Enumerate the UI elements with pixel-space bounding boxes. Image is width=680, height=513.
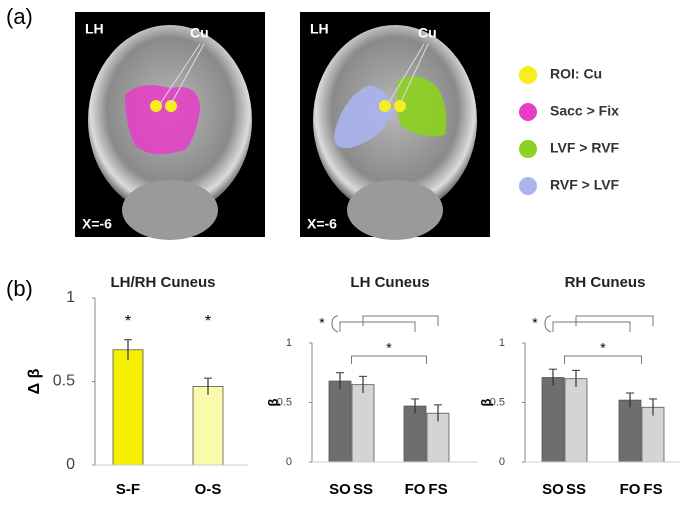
roi-label: Cu [190, 25, 209, 41]
x-tick-label: O-S [195, 481, 222, 498]
x-tick-label: FO [405, 481, 426, 498]
coord-label: X=-6 [307, 216, 337, 232]
brain-image: LH Cu X=-6 [75, 12, 265, 240]
significance-star: * [386, 340, 392, 356]
significance-bracket [564, 355, 642, 364]
hemisphere-label: LH [310, 21, 329, 37]
legend-label: ROI: Cu [550, 66, 602, 82]
x-tick-label: FO [620, 481, 641, 498]
y-axis-label: Δ β [26, 368, 43, 394]
panel-label: (a) [6, 4, 33, 29]
legend-label: Sacc > Fix [550, 103, 619, 119]
y-tick-label: 1 [286, 337, 292, 349]
bar [112, 349, 144, 466]
bar [403, 405, 427, 463]
y-tick-label: 0.5 [277, 396, 292, 408]
legend: ROI: Cu Sacc > Fix LVF > RVF RVF > LVF [519, 66, 620, 195]
y-tick-label: 0.5 [490, 396, 505, 408]
significance-star: * [600, 340, 606, 356]
bar [618, 399, 642, 463]
legend-swatch [519, 103, 537, 121]
x-tick-label: FS [643, 481, 662, 498]
y-axis-label: β [478, 398, 493, 406]
legend-label: LVF > RVF [550, 140, 620, 156]
x-tick-label: SO [542, 481, 564, 498]
significance-bracket [339, 321, 416, 332]
y-tick-label: 0 [499, 456, 505, 468]
bar [192, 386, 224, 466]
y-tick-label: 1 [499, 337, 505, 349]
bar [564, 378, 588, 463]
legend-swatch [519, 140, 537, 158]
y-tick-label: 0 [286, 456, 292, 468]
y-tick-label: 0 [66, 456, 75, 473]
y-tick-label: 1 [66, 289, 75, 306]
significance-bracket [552, 321, 631, 332]
brain-image: LH Cu X=-6 [300, 12, 490, 240]
bar [351, 384, 375, 463]
chart-title: LH Cuneus [350, 274, 429, 291]
panel-label: (b) [6, 276, 33, 301]
legend-swatch [519, 177, 537, 195]
significance-star: * [125, 313, 131, 330]
legend-label: RVF > LVF [550, 177, 620, 193]
significance-star: * [532, 315, 538, 331]
chart-title: LH/RH Cuneus [111, 274, 216, 291]
x-tick-label: SS [566, 481, 586, 498]
significance-bracket [351, 355, 427, 364]
significance-star: * [205, 313, 211, 330]
significance-bracket [544, 315, 552, 333]
significance-bracket [575, 315, 654, 326]
significance-bracket [331, 315, 339, 333]
charts: LH/RH Cuneus 0 0.5 1 Δ β S-F O-S * * LH Cuneus 0 0.… [26, 274, 680, 498]
x-tick-label: FS [428, 481, 447, 498]
x-tick-label: SS [353, 481, 373, 498]
hemisphere-label: LH [85, 21, 104, 37]
roi-label: Cu [418, 25, 437, 41]
bar [541, 377, 565, 463]
coord-label: X=-6 [82, 216, 112, 232]
bar [328, 380, 352, 463]
x-tick-label: SO [329, 481, 351, 498]
y-axis-label: β [265, 398, 280, 406]
significance-star: * [319, 315, 325, 331]
x-tick-label: S-F [116, 481, 140, 498]
y-tick-label: 0.5 [53, 373, 75, 390]
legend-swatch [519, 66, 537, 84]
chart-title: RH Cuneus [565, 274, 646, 291]
significance-bracket [362, 315, 439, 326]
